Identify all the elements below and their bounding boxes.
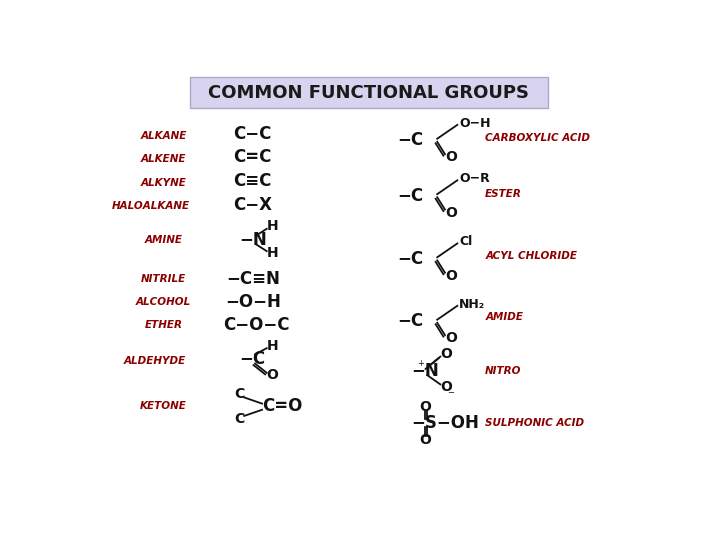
Text: COMMON FUNCTIONAL GROUPS: COMMON FUNCTIONAL GROUPS [209, 84, 529, 102]
Text: ETHER: ETHER [145, 320, 183, 330]
Text: ACYL CHLORIDE: ACYL CHLORIDE [485, 251, 577, 261]
Text: C−C: C−C [233, 125, 272, 143]
Text: −C: −C [397, 250, 423, 268]
Text: ALKANE: ALKANE [140, 131, 186, 140]
Text: O: O [419, 401, 431, 415]
Text: O: O [266, 368, 279, 382]
Text: O: O [445, 206, 456, 220]
Text: C≡C: C≡C [233, 172, 272, 190]
Text: O: O [441, 347, 452, 361]
Text: HALOALKANE: HALOALKANE [112, 201, 189, 212]
Text: O: O [445, 150, 456, 164]
Text: −C: −C [397, 131, 423, 149]
Text: NITRO: NITRO [485, 366, 522, 376]
Text: ALKYNE: ALKYNE [140, 178, 186, 187]
Text: C−O−C: C−O−C [223, 316, 290, 334]
Text: C=C: C=C [233, 148, 272, 166]
Text: −C: −C [240, 350, 266, 368]
Text: AMIDE: AMIDE [485, 312, 523, 322]
Text: H: H [266, 246, 279, 260]
Text: −N: −N [412, 362, 439, 380]
Text: AMINE: AMINE [145, 235, 183, 245]
Text: −O−H: −O−H [225, 293, 281, 311]
Text: O−R: O−R [459, 172, 490, 185]
Text: NITRILE: NITRILE [141, 274, 186, 284]
Text: Cl: Cl [459, 235, 472, 248]
Text: O: O [445, 331, 456, 345]
Text: CARBOXYLIC ACID: CARBOXYLIC ACID [485, 133, 590, 143]
Text: −C: −C [397, 187, 423, 205]
Text: C=O: C=O [262, 397, 302, 415]
Text: ALKENE: ALKENE [141, 154, 186, 164]
Text: +: + [417, 359, 424, 368]
Text: ESTER: ESTER [485, 189, 522, 199]
Text: NH₂: NH₂ [459, 298, 485, 310]
Text: O−H: O−H [459, 117, 490, 130]
Text: −C≡N: −C≡N [226, 270, 279, 288]
Text: −: − [447, 388, 454, 397]
FancyBboxPatch shape [190, 77, 548, 108]
Text: SULPHONIC ACID: SULPHONIC ACID [485, 418, 585, 428]
Text: −N: −N [240, 231, 267, 249]
Text: O: O [445, 269, 456, 283]
Text: O: O [441, 380, 452, 394]
Text: H: H [266, 219, 279, 233]
Text: ALCOHOL: ALCOHOL [136, 297, 192, 307]
Text: O: O [419, 433, 431, 447]
Text: C−X: C−X [233, 196, 272, 214]
Text: ALDEHYDE: ALDEHYDE [123, 356, 186, 366]
Text: C: C [235, 387, 245, 401]
Text: H: H [266, 339, 279, 353]
Text: KETONE: KETONE [140, 401, 187, 411]
Text: −S−OH: −S−OH [412, 414, 480, 432]
Text: −C: −C [397, 312, 423, 330]
Text: C: C [235, 412, 245, 426]
